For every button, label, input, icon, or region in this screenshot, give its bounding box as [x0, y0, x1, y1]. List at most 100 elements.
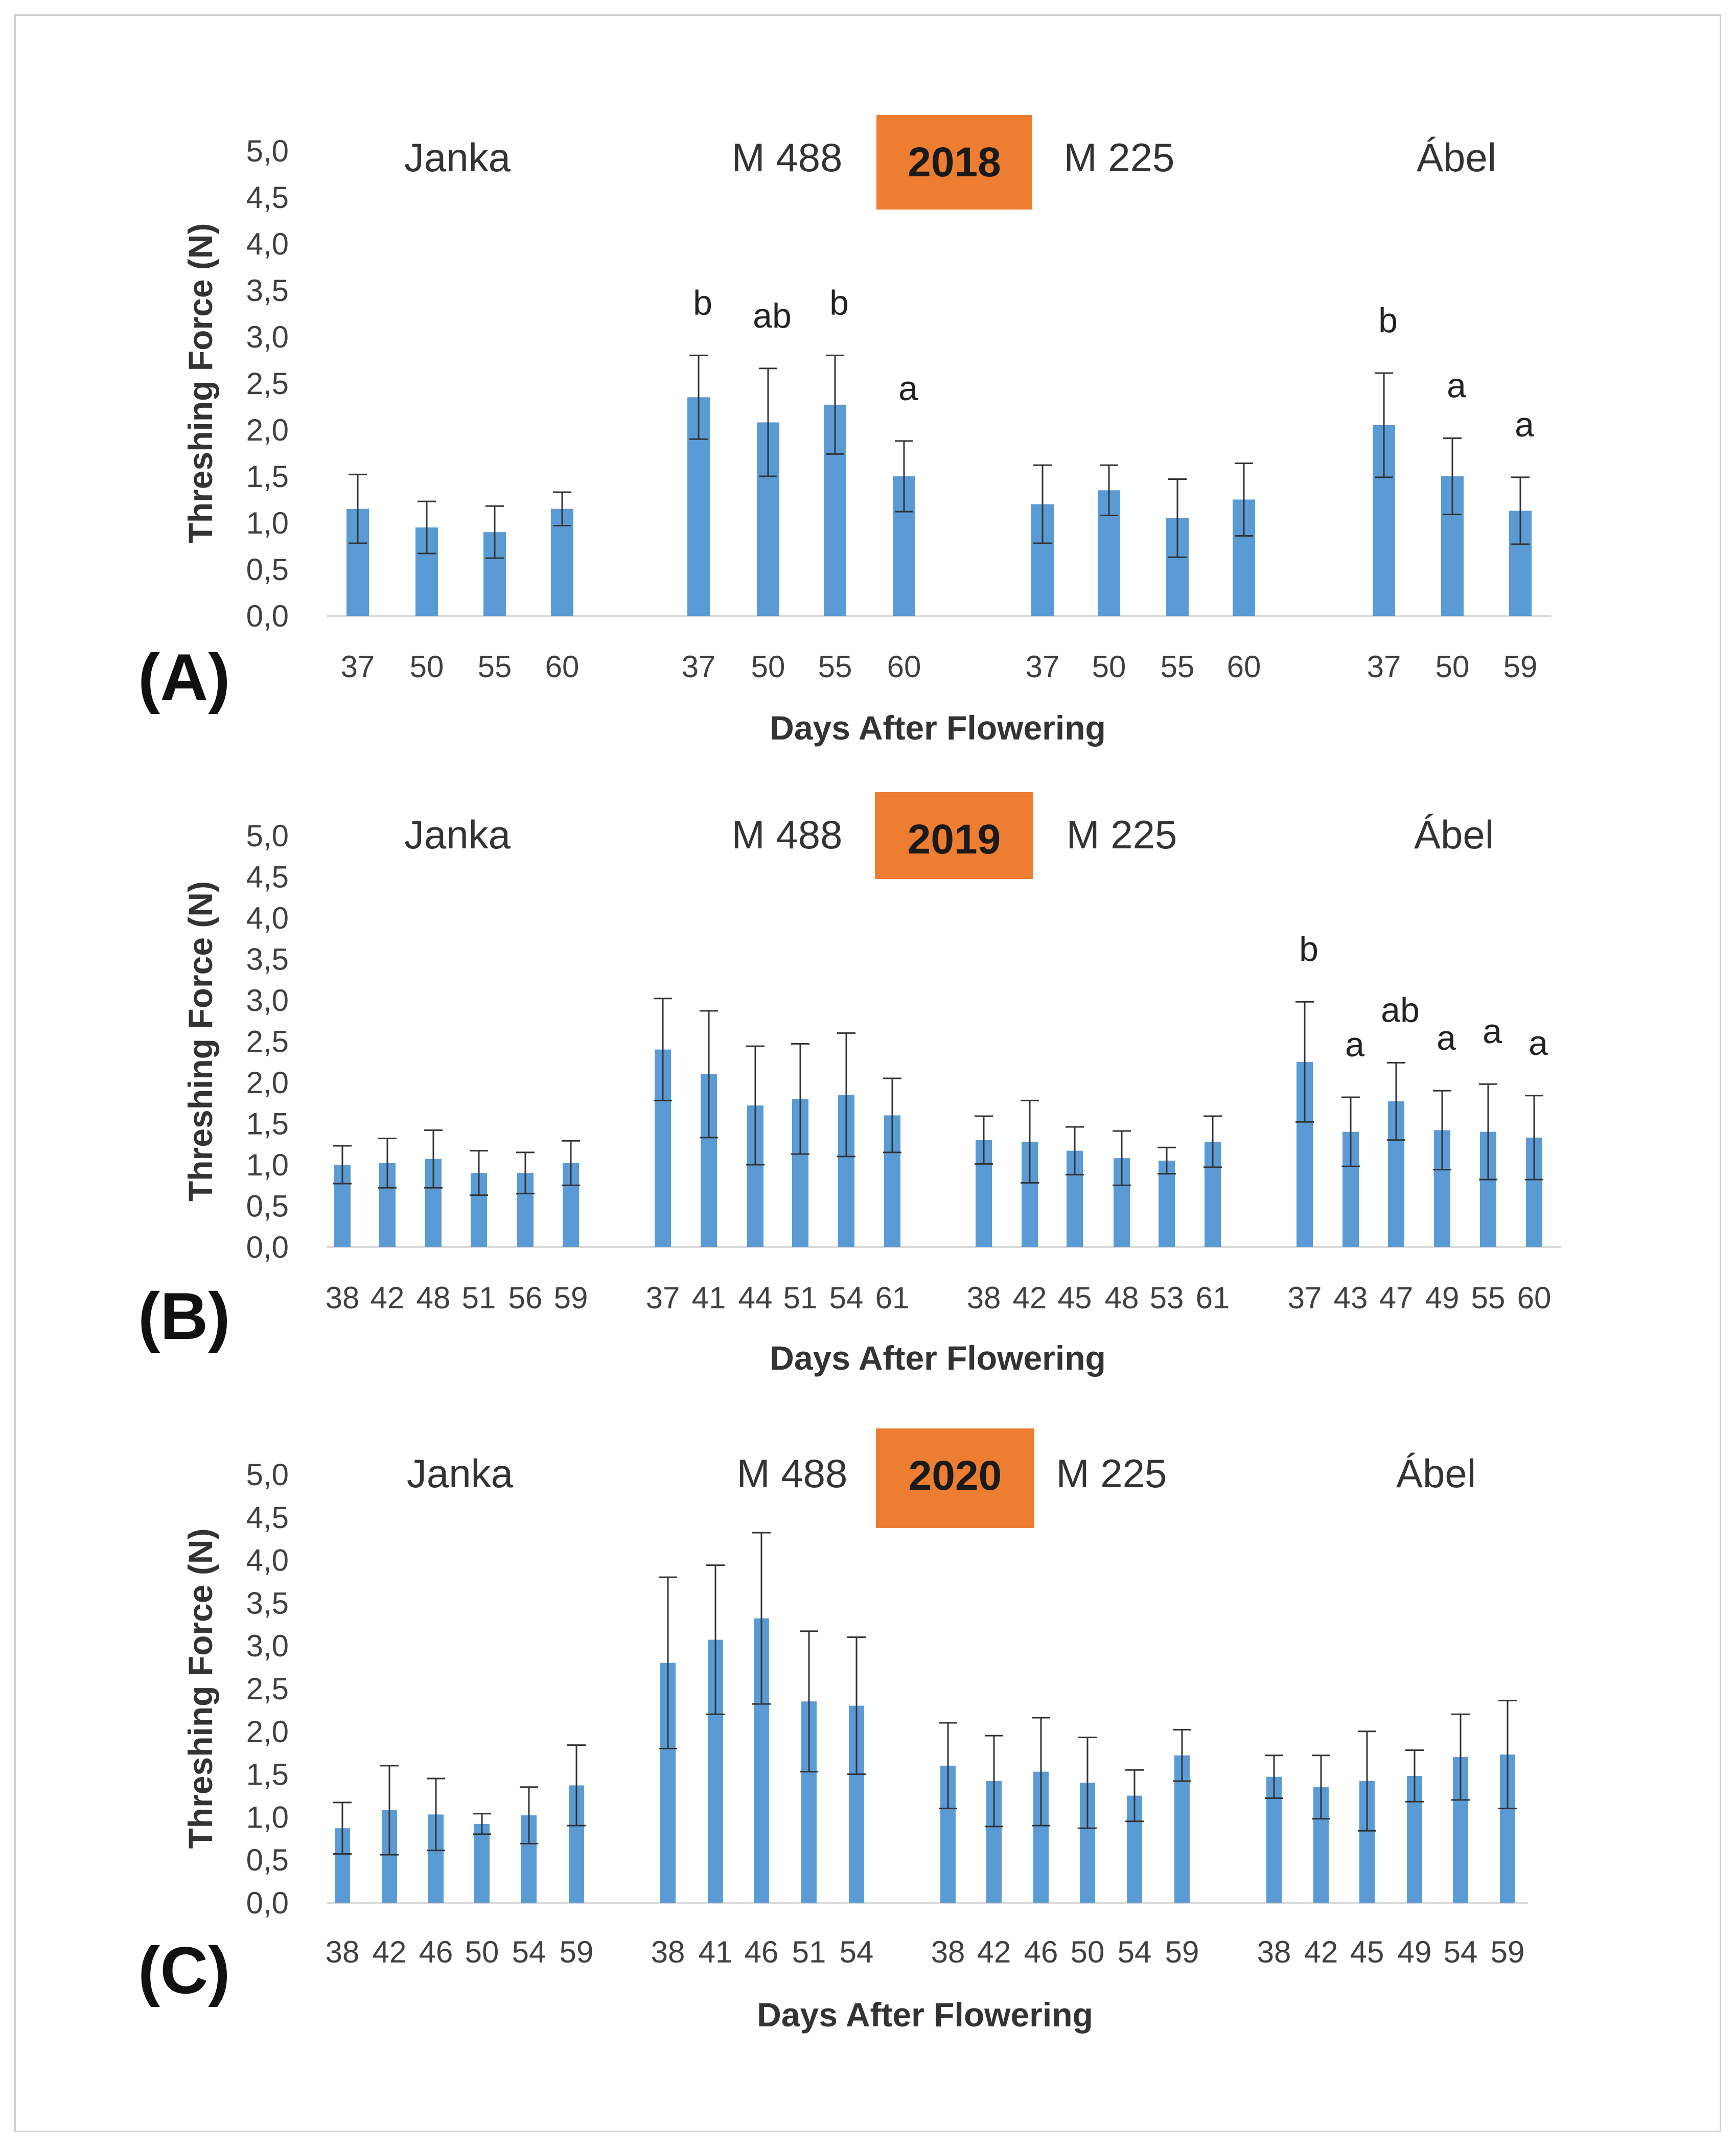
x-tick-label: 43: [1334, 1281, 1368, 1315]
year-box: [876, 115, 1032, 210]
x-tick-label: 54: [1444, 1935, 1478, 1969]
significance-letter: b: [829, 283, 849, 322]
y-tick-label: 0,5: [246, 552, 289, 587]
significance-letter: b: [693, 283, 712, 322]
y-tick-label: 1,5: [246, 1107, 289, 1141]
cultivar-label: M 225: [1056, 1451, 1167, 1496]
panel-label: (C): [138, 1933, 230, 2007]
significance-letter: b: [1378, 301, 1398, 340]
cultivar-label: Janka: [407, 1451, 514, 1496]
x-tick-label: 50: [751, 650, 785, 684]
y-tick-label: 0,5: [246, 1843, 289, 1877]
x-tick-label: 38: [651, 1935, 685, 1969]
x-tick-label: 59: [1165, 1935, 1199, 1969]
significance-letter: ab: [1381, 990, 1420, 1029]
x-tick-label: 56: [508, 1281, 543, 1315]
x-tick-label: 61: [1196, 1281, 1230, 1315]
y-tick-label: 3,5: [246, 942, 289, 977]
x-tick-label: 50: [465, 1935, 499, 1969]
y-tick-label: 5,0: [246, 134, 289, 168]
x-tick-label: 42: [1304, 1935, 1338, 1969]
x-tick-label: 46: [1024, 1935, 1058, 1969]
x-tick-label: 54: [840, 1935, 874, 1969]
x-tick-label: 44: [738, 1281, 773, 1315]
x-tick-label: 54: [512, 1935, 546, 1969]
y-tick-label: 3,0: [246, 320, 289, 354]
y-tick-label: 4,5: [246, 1500, 289, 1535]
y-tick-label: 4,5: [246, 860, 289, 894]
x-tick-label: 51: [783, 1281, 818, 1315]
cultivar-label: M 488: [737, 1451, 848, 1496]
y-tick-label: 2,0: [246, 1715, 289, 1749]
significance-letter: a: [1483, 1012, 1502, 1051]
y-tick-label: 1,0: [246, 506, 289, 540]
y-tick-label: 0,5: [246, 1189, 289, 1223]
x-tick-label: 50: [1436, 650, 1470, 684]
y-tick-label: 4,0: [246, 1543, 289, 1578]
panel-label: (B): [138, 1279, 230, 1353]
x-tick-label: 55: [818, 650, 852, 684]
x-tick-label: 59: [1503, 650, 1538, 684]
y-tick-label: 2,0: [246, 413, 289, 447]
y-tick-label: 0,0: [246, 1230, 289, 1264]
x-tick-label: 42: [371, 1281, 405, 1315]
x-tick-label: 59: [560, 1935, 594, 1969]
x-tick-label: 46: [419, 1935, 453, 1969]
year-label: 2019: [908, 816, 1001, 863]
x-tick-label: 41: [692, 1281, 726, 1315]
y-tick-label: 4,0: [246, 901, 289, 935]
y-tick-label: 2,5: [246, 1025, 289, 1059]
x-tick-label: 54: [829, 1281, 864, 1315]
y-tick-label: 1,5: [246, 459, 289, 494]
x-axis-title: Days After Flowering: [770, 1339, 1106, 1377]
x-axis-title: Days After Flowering: [757, 1996, 1093, 2034]
x-tick-label: 42: [977, 1935, 1011, 1969]
significance-letter: a: [898, 369, 918, 408]
significance-letter: a: [1345, 1025, 1364, 1064]
x-tick-label: 60: [887, 650, 921, 684]
significance-letter: a: [1447, 366, 1466, 405]
x-tick-label: 50: [410, 650, 444, 684]
x-tick-label: 60: [1227, 650, 1261, 684]
x-tick-label: 37: [1026, 650, 1060, 684]
x-tick-label: 49: [1398, 1935, 1432, 1969]
x-tick-label: 55: [1471, 1281, 1506, 1315]
x-tick-label: 59: [554, 1281, 588, 1315]
x-tick-label: 47: [1379, 1281, 1414, 1315]
y-tick-label: 2,0: [246, 1066, 289, 1100]
y-tick-label: 3,5: [246, 273, 289, 308]
x-tick-label: 37: [1288, 1281, 1322, 1315]
x-tick-label: 55: [1161, 650, 1195, 684]
significance-letter: ab: [753, 296, 792, 335]
y-tick-label: 0,0: [246, 1886, 289, 1920]
y-tick-label: 1,5: [246, 1758, 289, 1792]
y-tick-label: 5,0: [246, 819, 289, 853]
significance-letter: a: [1515, 405, 1534, 444]
x-tick-label: 55: [478, 650, 512, 684]
cultivar-label: Ábel: [1396, 1451, 1476, 1496]
year-label: 2018: [908, 139, 1001, 186]
y-tick-label: 3,0: [246, 1629, 289, 1663]
cultivar-label: M 225: [1067, 812, 1177, 857]
cultivar-label: Janka: [404, 812, 511, 857]
x-tick-label: 60: [1517, 1281, 1552, 1315]
bar: [474, 1823, 490, 1903]
x-tick-label: 51: [792, 1935, 826, 1969]
x-tick-label: 45: [1058, 1281, 1092, 1315]
x-tick-label: 38: [1257, 1935, 1291, 1969]
year-label: 2020: [909, 1452, 1002, 1499]
chart-panel-2019: 0,0 0,5 1,0 1,5 2,0 2,5 3,0 3,5 4,0 4,5 5,0 Threshi…: [138, 792, 1561, 1377]
y-tick-label: 1,0: [246, 1800, 289, 1834]
x-tick-label: 37: [646, 1281, 680, 1315]
significance-letter: a: [1529, 1024, 1548, 1063]
bar: [551, 509, 573, 616]
y-tick-label: 3,0: [246, 983, 289, 1018]
x-tick-label: 38: [326, 1281, 360, 1315]
y-tick-label: 1,0: [246, 1148, 289, 1182]
x-tick-label: 48: [416, 1281, 451, 1315]
x-tick-label: 38: [326, 1935, 360, 1969]
significance-letter: a: [1437, 1019, 1456, 1057]
y-tick-label: 2,5: [246, 1672, 289, 1706]
y-axis-title: Threshing Force (N): [181, 881, 219, 1202]
